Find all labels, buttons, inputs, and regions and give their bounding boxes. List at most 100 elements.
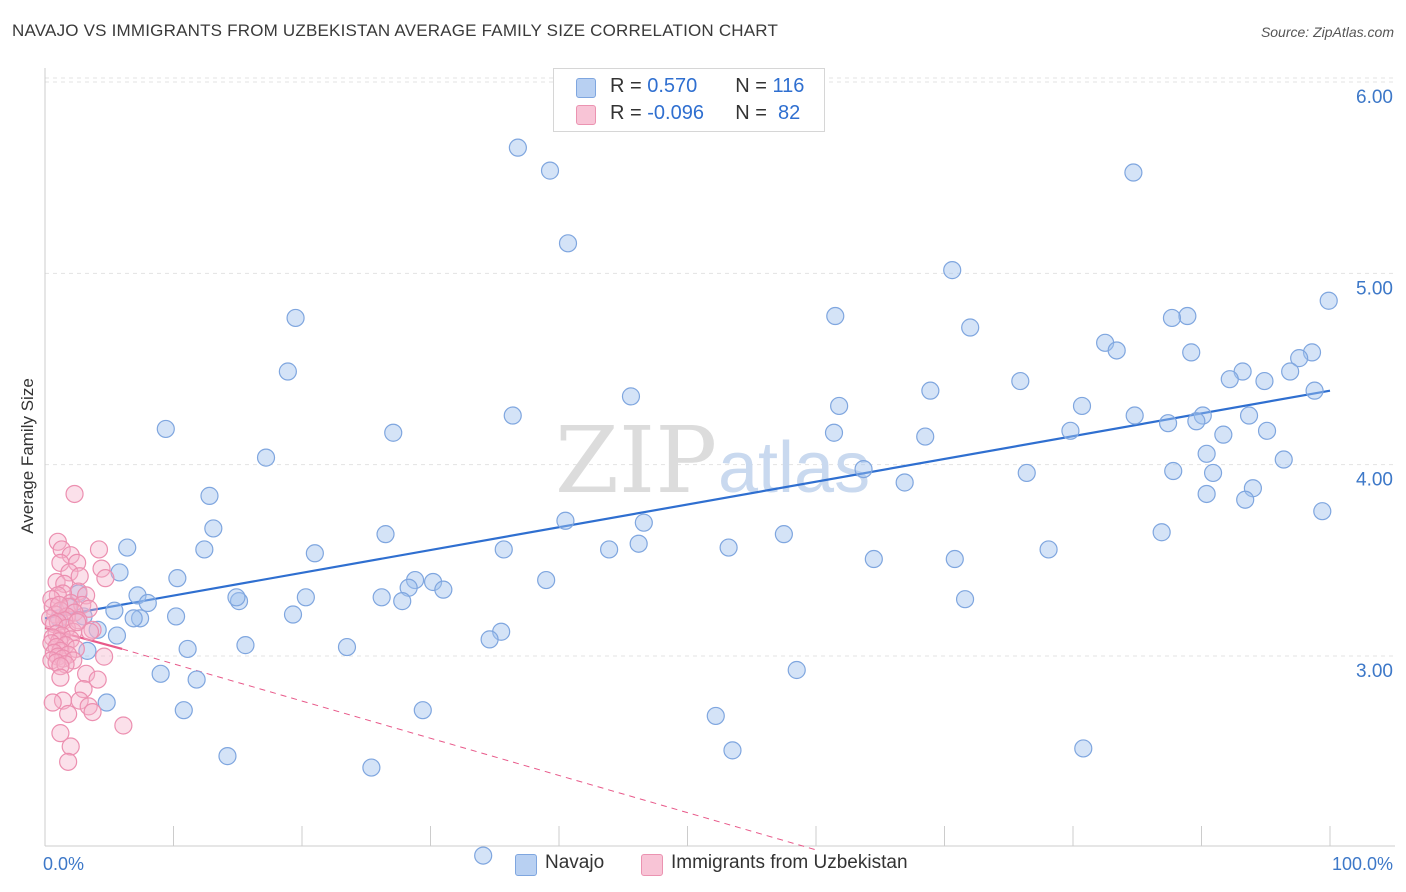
point-navajo [1290, 349, 1309, 368]
legend-n-label: N = [735, 75, 773, 97]
point-navajo [774, 525, 793, 544]
source-label: Source: ZipAtlas.com [1260, 24, 1394, 40]
point-navajo [943, 261, 962, 280]
point-navajo [600, 540, 619, 559]
point-uzbek [61, 630, 80, 649]
point-navajo [1074, 739, 1093, 758]
point-navajo [195, 540, 214, 559]
x-tick-label-max: 100.0% [1332, 854, 1393, 874]
trendline-navajo [44, 389, 1331, 620]
point-navajo [1178, 306, 1197, 326]
point-navajo [706, 706, 725, 726]
point-uzbek [59, 704, 78, 724]
x-tick-labels: 0.0% 100.0% [43, 854, 1393, 874]
series-navajo [50, 138, 1338, 865]
point-navajo [372, 588, 391, 607]
point-navajo [1239, 406, 1259, 425]
point-navajo [362, 758, 381, 777]
point-navajo [178, 639, 197, 659]
legend-n-value: 82 [772, 102, 801, 124]
y-tick-labels: 3.00 4.00 5.00 6.00 [1356, 87, 1393, 682]
point-uzbek [79, 599, 98, 618]
legend-text-uzbek: R = -0.096 N = 82 [610, 102, 800, 125]
point-navajo [174, 701, 193, 720]
point-navajo [236, 636, 255, 655]
bottom-legend-swatch-uzbek [641, 854, 663, 876]
point-navajo [151, 664, 170, 683]
point-navajo [256, 448, 276, 467]
point-navajo [168, 569, 187, 588]
point-navajo [305, 544, 324, 563]
point-navajo [286, 308, 305, 328]
point-navajo [1107, 341, 1126, 360]
point-navajo [156, 419, 175, 439]
point-navajo [1039, 540, 1058, 559]
legend-text-navajo: R = 0.570 N = 116 [610, 75, 804, 98]
point-navajo [474, 846, 493, 865]
y-tick-label: 4.00 [1356, 470, 1393, 491]
legend-r-label: R = [610, 75, 648, 97]
point-navajo [124, 609, 143, 628]
y-tick-label: 3.00 [1356, 661, 1393, 682]
point-uzbek [83, 702, 102, 722]
point-navajo [118, 538, 137, 557]
point-navajo [1255, 371, 1274, 391]
axes [44, 68, 1395, 847]
point-navajo [1061, 421, 1080, 440]
correlation-legend: R = 0.570 N = 116 R = -0.096 N = 82 [553, 68, 825, 132]
point-navajo [503, 406, 522, 425]
legend-n-value: 116 [772, 75, 805, 97]
point-navajo [1017, 463, 1036, 483]
point-navajo [723, 741, 742, 760]
point-uzbek [61, 737, 80, 756]
point-uzbek [50, 595, 69, 615]
point-navajo [830, 396, 849, 416]
point-navajo [1152, 523, 1171, 542]
grid-lines [45, 77, 1395, 657]
point-navajo [634, 513, 653, 532]
y-tick-label: 6.00 [1356, 87, 1393, 108]
legend-r-value: 0.570 [647, 75, 698, 97]
point-navajo [621, 387, 641, 406]
point-navajo [955, 590, 975, 609]
point-navajo [78, 641, 97, 660]
point-navajo [227, 588, 246, 607]
point-uzbek [80, 622, 100, 641]
point-navajo [1305, 381, 1324, 400]
point-navajo [1124, 163, 1143, 182]
point-navajo [826, 306, 845, 326]
y-tick-label: 5.00 [1356, 278, 1393, 299]
point-uzbek [77, 586, 96, 605]
point-navajo [1197, 444, 1216, 463]
point-navajo [1281, 362, 1300, 381]
point-navajo [1072, 396, 1092, 416]
point-uzbek [74, 680, 93, 699]
point-navajo [1164, 461, 1183, 481]
legend-swatch-navajo [576, 78, 596, 98]
point-uzbek [114, 716, 133, 735]
point-navajo [187, 670, 206, 689]
series-uzbek [41, 484, 133, 771]
point-navajo [508, 138, 527, 157]
watermark-zip: ZIP [555, 407, 717, 514]
point-navajo [138, 593, 157, 613]
point-navajo [787, 660, 806, 680]
point-navajo [423, 572, 443, 592]
point-navajo [128, 586, 147, 605]
point-navajo [1125, 406, 1144, 425]
legend-swatch-uzbek [576, 105, 596, 125]
point-navajo [166, 607, 186, 626]
point-navajo [864, 549, 883, 569]
point-navajo [629, 534, 648, 553]
point-uzbek [52, 540, 71, 559]
point-navajo [1182, 343, 1201, 362]
point-uzbek [89, 540, 109, 559]
point-navajo [200, 486, 219, 505]
point-uzbek [96, 569, 115, 588]
point-navajo [1158, 414, 1178, 433]
point-navajo [1313, 502, 1332, 521]
bottom-legend-label-uzbek: Immigrants from Uzbekistan [671, 852, 908, 873]
legend-r-label: R = [610, 102, 648, 124]
point-uzbek [55, 574, 74, 594]
